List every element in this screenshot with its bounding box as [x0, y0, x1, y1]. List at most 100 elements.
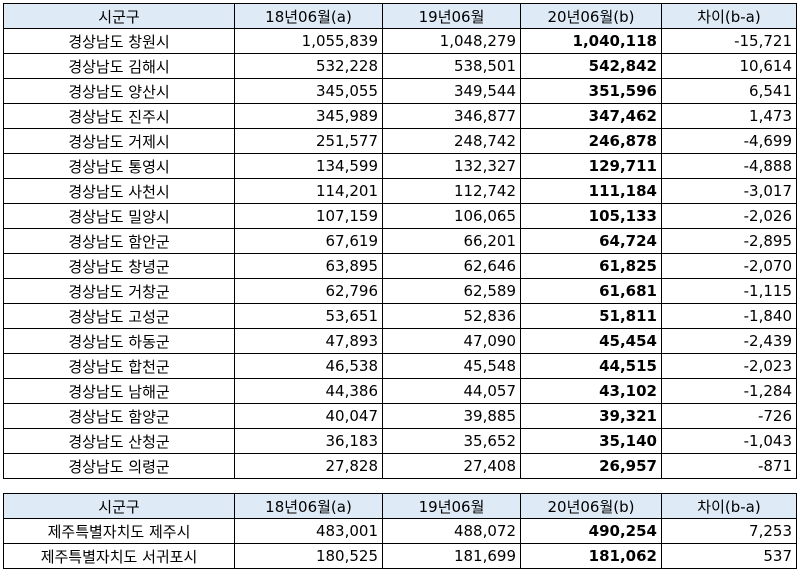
- region-cell: 경상남도 하동군: [3, 328, 235, 354]
- value-2018-cell: 62,796: [234, 278, 383, 304]
- table-row: 경상남도 고성군 53,651 52,836 51,811 -1,840: [3, 303, 797, 329]
- value-2018-cell: 27,828: [234, 453, 383, 479]
- region-cell: 경상남도 밀양시: [3, 203, 235, 229]
- value-2019-cell: 1,048,279: [382, 28, 521, 54]
- value-2019-cell: 66,201: [382, 228, 521, 254]
- value-2019-cell: 62,646: [382, 253, 521, 279]
- value-2020-cell: 45,454: [520, 328, 662, 354]
- table-row: 경상남도 함안군 67,619 66,201 64,724 -2,895: [3, 228, 797, 254]
- difference-cell: 7,253: [661, 518, 797, 544]
- value-2019-cell: 349,544: [382, 78, 521, 104]
- header-2020-06: 20년06월(b): [520, 493, 662, 519]
- header-2018-06: 18년06월(a): [234, 493, 383, 519]
- value-2019-cell: 47,090: [382, 328, 521, 354]
- header-region: 시군구: [3, 3, 235, 29]
- value-2018-cell: 251,577: [234, 128, 383, 154]
- region-cell: 제주특별자치도 제주시: [3, 518, 235, 544]
- header-row: 시군구 18년06월(a) 19년06월 20년06월(b) 차이(b-a): [3, 3, 797, 29]
- region-cell: 경상남도 함양군: [3, 403, 235, 429]
- value-2020-cell: 181,062: [520, 543, 662, 569]
- difference-cell: -726: [661, 403, 797, 429]
- value-2018-cell: 46,538: [234, 353, 383, 379]
- value-2020-cell: 351,596: [520, 78, 662, 104]
- value-2020-cell: 105,133: [520, 203, 662, 229]
- region-cell: 경상남도 합천군: [3, 353, 235, 379]
- header-2018-06: 18년06월(a): [234, 3, 383, 29]
- header-row: 시군구 18년06월(a) 19년06월 20년06월(b) 차이(b-a): [3, 493, 797, 519]
- value-2020-cell: 26,957: [520, 453, 662, 479]
- value-2018-cell: 53,651: [234, 303, 383, 329]
- value-2019-cell: 248,742: [382, 128, 521, 154]
- region-cell: 경상남도 남해군: [3, 378, 235, 404]
- value-2018-cell: 134,599: [234, 153, 383, 179]
- value-2020-cell: 542,842: [520, 53, 662, 79]
- region-cell: 경상남도 김해시: [3, 53, 235, 79]
- value-2019-cell: 132,327: [382, 153, 521, 179]
- value-2018-cell: 44,386: [234, 378, 383, 404]
- table-row: 경상남도 김해시 532,228 538,501 542,842 10,614: [3, 53, 797, 79]
- table-row: 경상남도 함양군 40,047 39,885 39,321 -726: [3, 403, 797, 429]
- jeju-population-table: 시군구 18년06월(a) 19년06월 20년06월(b) 차이(b-a) 제…: [3, 493, 797, 569]
- difference-cell: 6,541: [661, 78, 797, 104]
- difference-cell: -2,023: [661, 353, 797, 379]
- region-cell: 경상남도 사천시: [3, 178, 235, 204]
- table-row: 경상남도 통영시 134,599 132,327 129,711 -4,888: [3, 153, 797, 179]
- value-2020-cell: 44,515: [520, 353, 662, 379]
- value-2018-cell: 114,201: [234, 178, 383, 204]
- difference-cell: -1,840: [661, 303, 797, 329]
- header-2019-06: 19년06월: [382, 493, 521, 519]
- value-2018-cell: 107,159: [234, 203, 383, 229]
- difference-cell: -3,017: [661, 178, 797, 204]
- value-2019-cell: 62,589: [382, 278, 521, 304]
- difference-cell: -1,284: [661, 378, 797, 404]
- value-2019-cell: 52,836: [382, 303, 521, 329]
- difference-cell: -1,115: [661, 278, 797, 304]
- table-row: 경상남도 양산시 345,055 349,544 351,596 6,541: [3, 78, 797, 104]
- table-row: 경상남도 사천시 114,201 112,742 111,184 -3,017: [3, 178, 797, 204]
- value-2020-cell: 61,825: [520, 253, 662, 279]
- value-2019-cell: 112,742: [382, 178, 521, 204]
- value-2018-cell: 345,055: [234, 78, 383, 104]
- region-cell: 경상남도 창원시: [3, 28, 235, 54]
- table-row: 경상남도 거제시 251,577 248,742 246,878 -4,699: [3, 128, 797, 154]
- value-2019-cell: 35,652: [382, 428, 521, 454]
- difference-cell: 1,473: [661, 103, 797, 129]
- value-2018-cell: 40,047: [234, 403, 383, 429]
- value-2019-cell: 39,885: [382, 403, 521, 429]
- header-2020-06: 20년06월(b): [520, 3, 662, 29]
- difference-cell: -2,026: [661, 203, 797, 229]
- table-row: 경상남도 하동군 47,893 47,090 45,454 -2,439: [3, 328, 797, 354]
- value-2019-cell: 488,072: [382, 518, 521, 544]
- value-2018-cell: 345,989: [234, 103, 383, 129]
- value-2020-cell: 43,102: [520, 378, 662, 404]
- difference-cell: -15,721: [661, 28, 797, 54]
- value-2020-cell: 35,140: [520, 428, 662, 454]
- difference-cell: -2,895: [661, 228, 797, 254]
- region-cell: 경상남도 의령군: [3, 453, 235, 479]
- table-row: 제주특별자치도 서귀포시 180,525 181,699 181,062 537: [3, 543, 797, 569]
- value-2020-cell: 61,681: [520, 278, 662, 304]
- table-row: 경상남도 창원시 1,055,839 1,048,279 1,040,118 -15,7…: [3, 28, 797, 54]
- header-difference: 차이(b-a): [661, 493, 797, 519]
- value-2020-cell: 111,184: [520, 178, 662, 204]
- value-2019-cell: 181,699: [382, 543, 521, 569]
- table-row: 경상남도 거창군 62,796 62,589 61,681 -1,115: [3, 278, 797, 304]
- difference-cell: -1,043: [661, 428, 797, 454]
- gyeongnam-population-table: 시군구 18년06월(a) 19년06월 20년06월(b) 차이(b-a) 경…: [3, 3, 797, 479]
- value-2018-cell: 483,001: [234, 518, 383, 544]
- value-2018-cell: 47,893: [234, 328, 383, 354]
- table-row: 경상남도 산청군 36,183 35,652 35,140 -1,043: [3, 428, 797, 454]
- table-row: 경상남도 창녕군 63,895 62,646 61,825 -2,070: [3, 253, 797, 279]
- region-cell: 경상남도 고성군: [3, 303, 235, 329]
- region-cell: 경상남도 산청군: [3, 428, 235, 454]
- region-cell: 경상남도 함안군: [3, 228, 235, 254]
- value-2019-cell: 44,057: [382, 378, 521, 404]
- difference-cell: 10,614: [661, 53, 797, 79]
- value-2018-cell: 532,228: [234, 53, 383, 79]
- value-2020-cell: 347,462: [520, 103, 662, 129]
- region-cell: 경상남도 양산시: [3, 78, 235, 104]
- header-2019-06: 19년06월: [382, 3, 521, 29]
- value-2019-cell: 106,065: [382, 203, 521, 229]
- region-cell: 제주특별자치도 서귀포시: [3, 543, 235, 569]
- difference-cell: -871: [661, 453, 797, 479]
